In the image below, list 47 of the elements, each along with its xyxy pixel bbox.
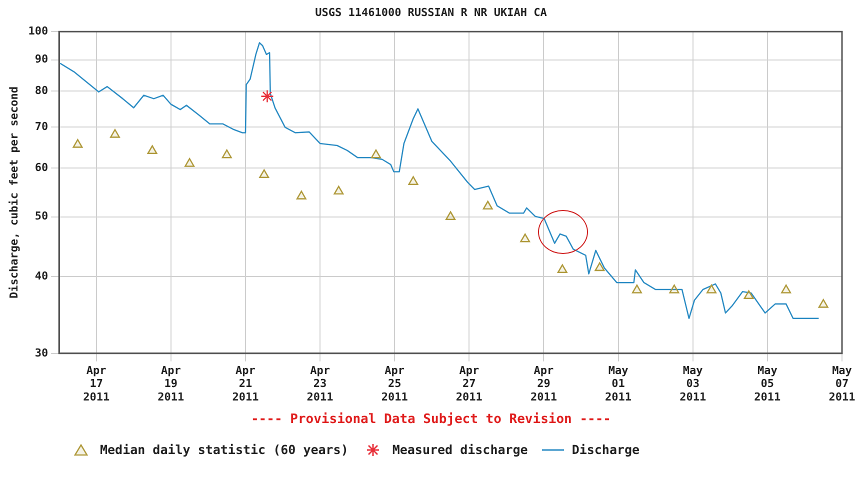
point xyxy=(408,176,418,185)
point xyxy=(184,158,195,167)
legend-label: Median daily statistic (60 years) xyxy=(100,442,348,457)
point xyxy=(296,190,306,200)
point xyxy=(72,139,83,148)
point xyxy=(222,149,232,158)
point xyxy=(334,186,344,195)
y-tick-label: 60 xyxy=(34,160,48,174)
point xyxy=(706,284,716,294)
x-tick-label: Apr 23 2011 xyxy=(306,364,334,404)
x-tick-label: May 03 2011 xyxy=(680,364,706,404)
point xyxy=(818,299,828,308)
point xyxy=(669,284,680,294)
point xyxy=(557,264,568,274)
x-tick-label: Apr 17 2011 xyxy=(83,364,110,404)
point xyxy=(147,145,158,154)
legend-label: Discharge xyxy=(572,442,640,457)
x-tick-label: Apr 21 2011 xyxy=(232,364,260,404)
point xyxy=(370,149,381,158)
x-tick-label: Apr 19 2011 xyxy=(158,364,185,404)
point xyxy=(520,234,530,242)
y-tick-label: 80 xyxy=(34,84,48,98)
x-tick-label: May 07 2011 xyxy=(828,364,856,404)
x-tick-label: May 01 2011 xyxy=(605,364,632,404)
y-tick-label: 40 xyxy=(34,269,48,282)
point xyxy=(781,284,792,294)
x-tick-label: Apr 25 2011 xyxy=(381,364,408,404)
point xyxy=(446,211,456,220)
point xyxy=(632,284,642,294)
y-tick-label: 50 xyxy=(34,210,48,223)
point xyxy=(744,290,754,300)
point xyxy=(110,129,120,138)
point xyxy=(259,169,270,178)
chart-title: USGS 11461000 RUSSIAN R NR UKIAH CA xyxy=(314,6,548,19)
x-tick-label: Apr 29 2011 xyxy=(530,364,558,404)
point xyxy=(260,90,274,103)
point xyxy=(482,200,493,210)
x-tick-label: Apr 27 2011 xyxy=(456,364,483,404)
y-tick-label: 30 xyxy=(34,346,48,360)
x-tick-label: May 05 2011 xyxy=(754,364,782,404)
y-tick-label: 70 xyxy=(34,120,48,133)
legend-label: Measured discharge xyxy=(392,442,528,457)
y-tick-label: 90 xyxy=(34,52,48,66)
point xyxy=(594,262,605,272)
y-axis-title: Discharge, cubic feet per second xyxy=(7,86,20,298)
y-tick-label: 100 xyxy=(28,24,48,38)
text: ---- Provisional Data Subject to Revision ---- xyxy=(250,412,612,427)
